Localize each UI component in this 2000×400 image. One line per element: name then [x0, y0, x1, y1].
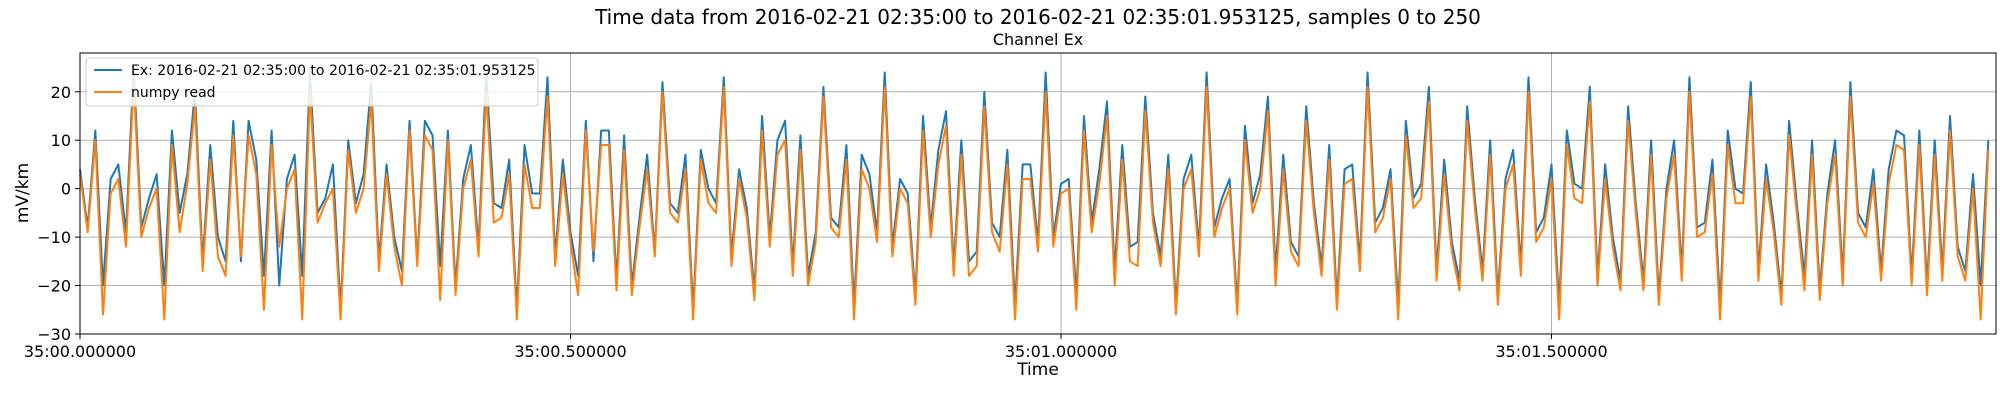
legend-label-series-0: Ex: 2016-02-21 02:35:00 to 2016-02-21 02…	[131, 63, 536, 79]
chart-title: Time data from 2016-02-21 02:35:00 to 20…	[594, 5, 1481, 29]
x-tick-label: 35:01.000000	[1005, 342, 1117, 361]
x-tick-label: 35:01.500000	[1495, 342, 1607, 361]
y-tick-label: −10	[37, 228, 71, 247]
legend-frame	[85, 57, 539, 107]
x-tick-label: 35:00.500000	[514, 342, 626, 361]
plot-frame	[79, 52, 1997, 335]
legend: Ex: 2016-02-21 02:35:00 to 2016-02-21 02…	[85, 57, 539, 107]
y-tick-label: −20	[37, 277, 71, 296]
series-group	[79, 66, 1990, 321]
chart-subtitle: Channel Ex	[993, 30, 1083, 49]
x-axis: 35:00.000000 35:00.500000 35:01.000000 35:0…	[24, 334, 1608, 361]
y-axis-label: mV/km	[13, 163, 33, 223]
y-tick-label: 20	[51, 83, 71, 102]
y-tick-label: −30	[37, 325, 71, 344]
y-axis: −30 −20 −10 0 10 20	[37, 83, 80, 344]
x-tick-label: 35:00.000000	[24, 342, 136, 361]
x-axis-label: Time	[1016, 360, 1059, 380]
legend-label-series-1: numpy read	[131, 85, 216, 101]
y-tick-label: 10	[51, 131, 71, 150]
series-line-1	[79, 81, 1990, 321]
series-line-0	[79, 66, 1990, 311]
y-tick-label: 0	[61, 180, 71, 199]
